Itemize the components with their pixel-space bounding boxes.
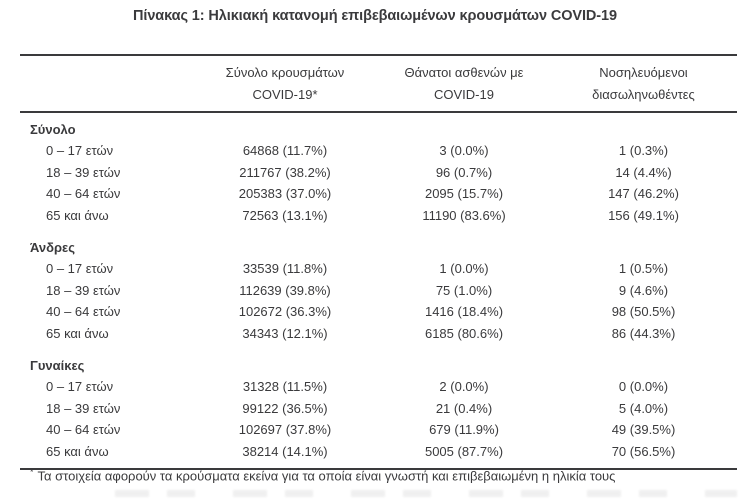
section-men: Άνδρες 0 – 17 ετών 33539 (11.8%) 1 (0.0%… [20, 237, 737, 344]
intubated-value: 147 (46.2%) [608, 186, 679, 201]
cases-value: 33539 (11.8%) [242, 261, 328, 276]
header-cases: Σύνολο κρουσμάτων COVID-19* [192, 62, 378, 106]
deaths-value: 11190 (83.6%) [422, 207, 506, 223]
cases-value: 72563 (13.1%) [242, 207, 328, 223]
table-row: 40 – 64 ετών 205383 (37.0%) 2095 (15.7%)… [20, 183, 737, 205]
table-row: 0 – 17 ετών 31328 (11.5%) 2 (0.0%) 0 (0.… [20, 376, 737, 398]
section-total: Σύνολο 0 – 17 ετών 64868 (11.7%) 3 (0.0%… [20, 119, 737, 226]
age-label: 0 – 17 ετών [46, 143, 114, 158]
age-label: 65 και άνω [46, 207, 109, 223]
header-cases-line2: COVID-19* [252, 87, 318, 102]
cases-value: 38214 (14.1%) [242, 443, 328, 459]
report-page: Πίνακας 1: Ηλικιακή κατανομή επιβεβαιωμέ… [0, 8, 750, 499]
table-header-row: Σύνολο κρουσμάτων COVID-19* Θάνατοι ασθε… [20, 56, 737, 113]
age-label: 65 και άνω [46, 325, 109, 341]
deaths-value: 6185 (80.6%) [424, 325, 504, 341]
age-label: 40 – 64 ετών [46, 304, 121, 319]
intubated-value: 1 (0.3%) [618, 143, 669, 158]
section-women: Γυναίκες 0 – 17 ετών 31328 (11.5%) 2 (0.… [20, 355, 737, 462]
deaths-value: 1416 (18.4%) [424, 304, 504, 319]
footnote-asterisk: * [30, 467, 34, 477]
section-label: Γυναίκες [30, 358, 85, 373]
header-deaths-line1: Θάνατοι ασθενών με [404, 65, 524, 80]
age-label: 18 – 39 ετών [46, 164, 121, 180]
table-body: Σύνολο 0 – 17 ετών 64868 (11.7%) 3 (0.0%… [20, 113, 737, 468]
table-row: 0 – 17 ετών 64868 (11.7%) 3 (0.0%) 1 (0.… [20, 140, 737, 162]
header-deaths-line2: COVID-19 [434, 87, 494, 102]
table-title: Πίνακας 1: Ηλικιακή κατανομή επιβεβαιωμέ… [133, 8, 617, 24]
cutoff-text-artifact [115, 490, 737, 497]
intubated-value: 9 (4.6%) [618, 282, 669, 298]
cases-value: 102697 (37.8%) [238, 422, 332, 437]
age-label: 40 – 64 ετών [46, 186, 121, 201]
header-cases-line1: Σύνολο κρουσμάτων [225, 65, 345, 80]
table-row: 18 – 39 ετών 211767 (38.2%) 96 (0.7%) 14… [20, 162, 737, 184]
header-intubated: Νοσηλευόμενοι διασωληνωθέντες [550, 62, 737, 106]
covid-age-table: Σύνολο κρουσμάτων COVID-19* Θάνατοι ασθε… [20, 54, 737, 470]
intubated-value: 5 (4.0%) [618, 400, 669, 416]
deaths-value: 679 (11.9%) [429, 422, 499, 437]
deaths-value: 2 (0.0%) [439, 379, 489, 394]
deaths-value: 96 (0.7%) [435, 164, 493, 180]
table-row: 65 και άνω 38214 (14.1%) 5005 (87.7%) 70… [20, 441, 737, 463]
intubated-value: 86 (44.3%) [611, 325, 676, 341]
deaths-value: 21 (0.4%) [435, 400, 493, 416]
intubated-value: 0 (0.0%) [618, 379, 669, 394]
deaths-value: 75 (1.0%) [435, 282, 493, 298]
cases-value: 102672 (36.3%) [238, 304, 332, 319]
deaths-value: 3 (0.0%) [439, 143, 489, 158]
table-row: 40 – 64 ετών 102697 (37.8%) 679 (11.9%) … [20, 419, 737, 441]
footnote-text: Τα στοιχεία αφορούν τα κρούσματα εκείνα … [37, 468, 616, 484]
table-row: 18 – 39 ετών 99122 (36.5%) 21 (0.4%) 5 (… [20, 398, 737, 420]
cases-value: 31328 (11.5%) [242, 379, 328, 394]
intubated-value: 156 (49.1%) [608, 207, 679, 223]
cases-value: 112639 (39.8%) [239, 282, 331, 298]
age-label: 40 – 64 ετών [46, 422, 121, 437]
cases-value: 64868 (11.7%) [242, 143, 328, 158]
deaths-value: 2095 (15.7%) [424, 186, 504, 201]
table-row: 0 – 17 ετών 33539 (11.8%) 1 (0.0%) 1 (0.… [20, 258, 737, 280]
cases-value: 211767 (38.2%) [239, 164, 331, 180]
cases-value: 34343 (12.1%) [242, 325, 328, 341]
table-footnote: * Τα στοιχεία αφορούν τα κρούσματα εκείνα… [30, 464, 740, 484]
intubated-value: 70 (56.5%) [611, 443, 676, 459]
header-intubated-line2: διασωληνωθέντες [592, 87, 695, 102]
cases-value: 205383 (37.0%) [238, 186, 332, 201]
age-label: 65 και άνω [46, 443, 109, 459]
table-row: 65 και άνω 72563 (13.1%) 11190 (83.6%) 1… [20, 205, 737, 227]
table-row: 65 και άνω 34343 (12.1%) 6185 (80.6%) 86… [20, 323, 737, 345]
header-deaths: Θάνατοι ασθενών με COVID-19 [378, 62, 550, 106]
deaths-value: 5005 (87.7%) [424, 443, 504, 459]
intubated-value: 1 (0.5%) [618, 261, 669, 276]
age-label: 0 – 17 ετών [46, 379, 114, 394]
table-row: 40 – 64 ετών 102672 (36.3%) 1416 (18.4%)… [20, 301, 737, 323]
cases-value: 99122 (36.5%) [242, 400, 328, 416]
section-label: Άνδρες [30, 240, 75, 255]
section-label: Σύνολο [30, 122, 76, 137]
header-intubated-line1: Νοσηλευόμενοι [599, 65, 688, 80]
intubated-value: 49 (39.5%) [611, 422, 676, 437]
age-label: 18 – 39 ετών [46, 400, 121, 416]
intubated-value: 98 (50.5%) [611, 304, 676, 319]
intubated-value: 14 (4.4%) [615, 164, 672, 180]
deaths-value: 1 (0.0%) [439, 261, 489, 276]
age-label: 18 – 39 ετών [46, 282, 121, 298]
table-row: 18 – 39 ετών 112639 (39.8%) 75 (1.0%) 9 … [20, 280, 737, 302]
age-label: 0 – 17 ετών [46, 261, 114, 276]
